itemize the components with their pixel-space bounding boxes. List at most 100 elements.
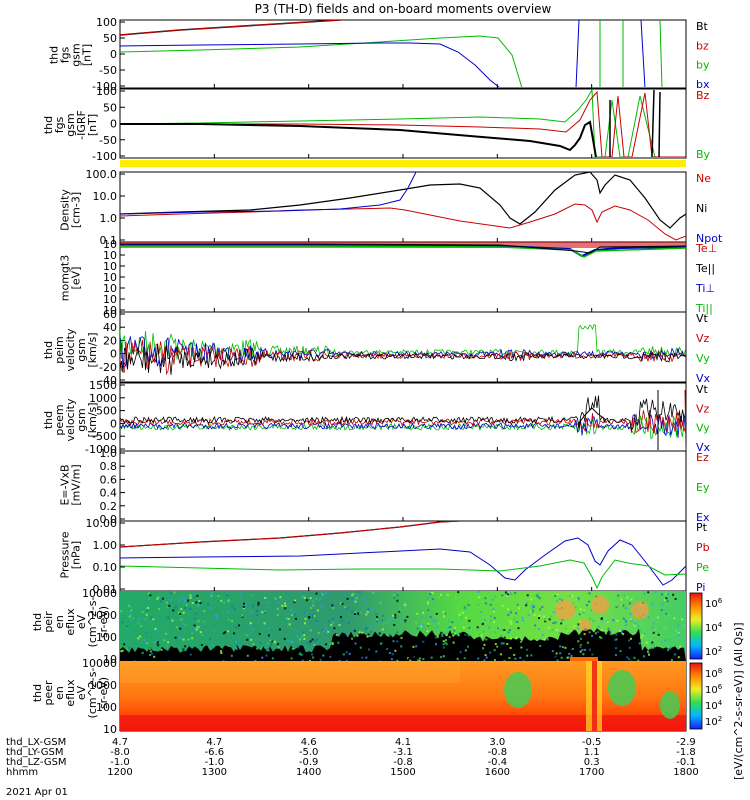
y-axis-label-line: [km/s] [86, 402, 99, 437]
colorbar-tick-label: 104 [705, 621, 723, 634]
y-tick-label: 0.6 [100, 473, 118, 486]
y-tick-label: 1.00 [93, 539, 118, 552]
panel-frame [119, 241, 687, 313]
y-axis-label-line: en [53, 615, 66, 629]
panel-peem-velocity [120, 389, 686, 450]
y-axis-label-line: [nPa] [70, 541, 83, 569]
x-axis-value: -1.0 [110, 757, 130, 768]
y-tick-label: 10 [103, 249, 117, 262]
y-axis-label-line: fgs [59, 46, 72, 63]
legend-entry: bz [696, 39, 709, 52]
x-axis-value: 1800 [673, 767, 698, 778]
legend-entry: Vt [696, 312, 709, 325]
x-axis-value: 0.3 [584, 757, 600, 768]
x-axis-row-label: hhmm [6, 767, 38, 778]
y-tick-label: -100 [92, 80, 117, 93]
y-axis-label-line: thd [42, 341, 55, 359]
y-tick-label: -1000 [85, 443, 117, 456]
x-axis-value: -0.9 [299, 757, 319, 768]
y-tick-label: 0.10 [93, 561, 118, 574]
x-axis-value: -1.8 [676, 747, 696, 758]
panel-frame [119, 171, 687, 243]
x-axis-value: -3.1 [393, 747, 413, 758]
y-tick-label: 10 [103, 304, 117, 317]
legend-entry: By [696, 148, 711, 161]
legend-entry: Vy [696, 352, 710, 365]
y-tick-label: 1.0 [100, 212, 118, 225]
y-tick-label: 100 [96, 631, 117, 644]
y-axis-label-line: gsm [64, 113, 77, 136]
y-tick-label: 10.00 [86, 517, 118, 530]
y-tick-label: -50 [99, 134, 117, 147]
y-tick-label: 40 [103, 321, 117, 334]
legend-entry: Pe [696, 561, 709, 574]
panel-peim-velocity [120, 323, 686, 376]
panel-fgs-igrf [120, 89, 686, 157]
y-tick-label: 0 [110, 48, 117, 61]
x-axis-value: 1300 [202, 767, 227, 778]
x-axis-value: -0.1 [676, 757, 696, 768]
y-axis-label-line: thd [42, 116, 55, 134]
y-tick-label: 0.8 [100, 460, 118, 473]
y-axis-label-line: eV [75, 614, 88, 629]
y-tick-label: 60 [103, 308, 117, 321]
y-tick-label: 50 [103, 101, 117, 114]
colorbar-tick-label: 102 [705, 715, 722, 728]
y-axis-label-line: en [53, 686, 66, 700]
y-tick-label: 10 [103, 260, 117, 273]
series-By [120, 89, 686, 157]
legend-entry: Te|| [695, 262, 715, 275]
colorbar-tick-label: 106 [705, 597, 723, 610]
colorbar-tick-labels: 106 104 102 108 106 104 102 [705, 597, 723, 728]
x-axis-value: -0.8 [488, 747, 508, 758]
y-tick-label: 0 [110, 118, 117, 131]
legend-entry: Vz [696, 402, 710, 415]
y-axis-label-line: -IGRF [75, 110, 88, 140]
y-axis-label-line: (cm^2-s- [86, 597, 99, 648]
x-axis-row-label: thd_LZ-GSM [6, 757, 67, 768]
x-axis-value: 1400 [296, 767, 321, 778]
x-axis-value: -8.0 [110, 747, 130, 758]
x-axis-value: -0.8 [393, 757, 413, 768]
y-tick-label: -100 [92, 150, 117, 163]
y-tick-label: 0.0 [100, 513, 118, 526]
y-tick-label: 10 [103, 653, 117, 666]
x-axis-value: -1.0 [205, 757, 225, 768]
legend-entry: Ez [696, 451, 709, 464]
y-tick-label: 20 [103, 334, 117, 347]
x-axis-value: -5.0 [299, 747, 319, 758]
panel-fgs [120, 20, 663, 87]
legend-entry: Pt [696, 521, 708, 534]
series-by [120, 35, 523, 87]
series-Pe [120, 559, 686, 589]
figure-title: P3 (TH-D) fields and on-board moments ov… [255, 2, 552, 16]
series-velocity [120, 395, 686, 431]
y-axis-label-line: gsm [75, 408, 88, 431]
y-axis-label-line: [nT] [86, 114, 99, 136]
y-tick-label: 10 [103, 271, 117, 284]
colorbar-electron [689, 662, 703, 730]
series-Npot [120, 172, 417, 215]
y-tick-label: 50 [103, 32, 117, 45]
legend-entry: Ti|| [695, 302, 713, 315]
y-tick-label: 1.0 [100, 447, 118, 460]
x-axis-value: 1.1 [584, 747, 600, 758]
series-bx-spikes [575, 20, 646, 87]
series-velocity [120, 323, 686, 360]
series-Ni [120, 172, 686, 229]
colorbar-tick-label: 102 [705, 645, 722, 658]
y-axis-label-line: fgs [53, 116, 66, 133]
y-axis-label-line: peir [42, 611, 55, 633]
series-Te-par [120, 243, 687, 254]
y-tick-label: 1000 [89, 679, 117, 692]
y-axis-label-line: sr-eV) [97, 606, 110, 638]
y-axis-label-line: eflux [64, 608, 77, 636]
y-axis-label-line: thd [31, 684, 44, 702]
panel-frame [119, 382, 687, 452]
y-axis-label-line: thd [31, 613, 44, 631]
y-tick-label: 0.4 [100, 487, 118, 500]
y-tick-label: 10 [103, 723, 117, 736]
legend-entry: Ey [696, 481, 710, 494]
legend-entry: Ni [696, 202, 707, 215]
